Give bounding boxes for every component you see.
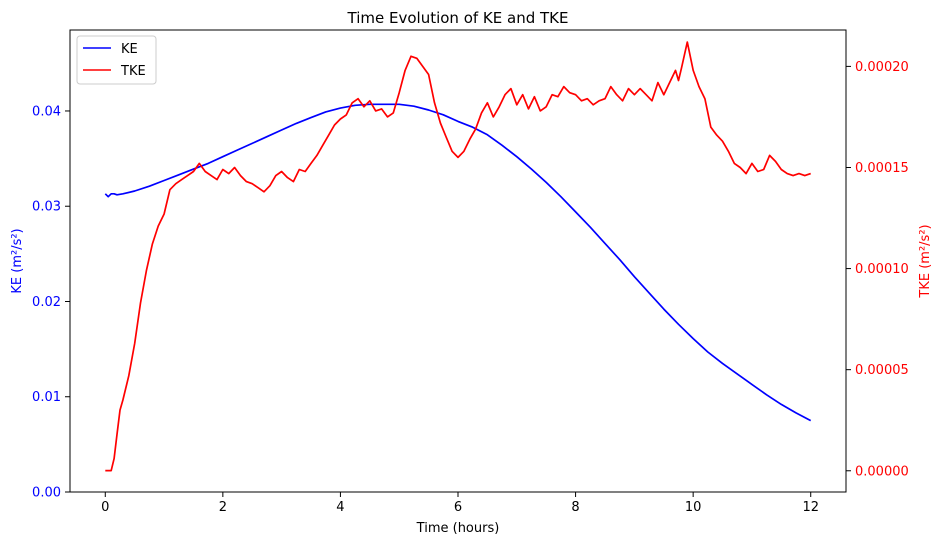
x-tick-label: 10 [685,500,702,515]
y-right-tick-label: 0.00020 [855,60,909,75]
y-axis-right: 0.00000 0.00005 0.00010 0.00015 0.00020 [846,60,909,479]
legend: KE TKE [76,35,157,85]
y-right-tick-label: 0.00005 [855,363,909,378]
y-right-tick-label: 0.00000 [855,464,909,479]
legend-label-ke: KE [121,42,138,57]
x-tick-label: 0 [101,500,109,515]
x-axis: 0 2 4 6 8 10 12 [101,492,819,515]
legend-label-tke: TKE [120,64,146,79]
y-right-tick-label: 0.00010 [855,262,909,277]
y-axis-right-label: TKE (m²/s²) [918,224,933,298]
series-line-tke [105,41,811,472]
y-left-tick-label: 0.01 [32,390,61,405]
y-axis-left-label: KE (m²/s²) [10,228,25,293]
x-tick-label: 4 [336,500,344,515]
x-tick-label: 6 [454,500,462,515]
chart-title: Time Evolution of KE and TKE [347,9,569,27]
x-tick-label: 8 [571,500,579,515]
x-tick-label: 2 [219,500,227,515]
y-axis-left: 0.00 0.01 0.02 0.03 0.04 [32,104,70,501]
x-tick-label: 12 [802,500,819,515]
y-right-tick-label: 0.00015 [855,161,909,176]
y-left-tick-label: 0.00 [32,486,61,501]
y-left-tick-label: 0.02 [32,295,61,310]
series-line-ke [104,103,812,422]
y-left-tick-label: 0.03 [32,200,61,215]
y-left-tick-label: 0.04 [32,104,61,119]
plot-area [104,41,812,472]
x-axis-label: Time (hours) [416,521,500,536]
